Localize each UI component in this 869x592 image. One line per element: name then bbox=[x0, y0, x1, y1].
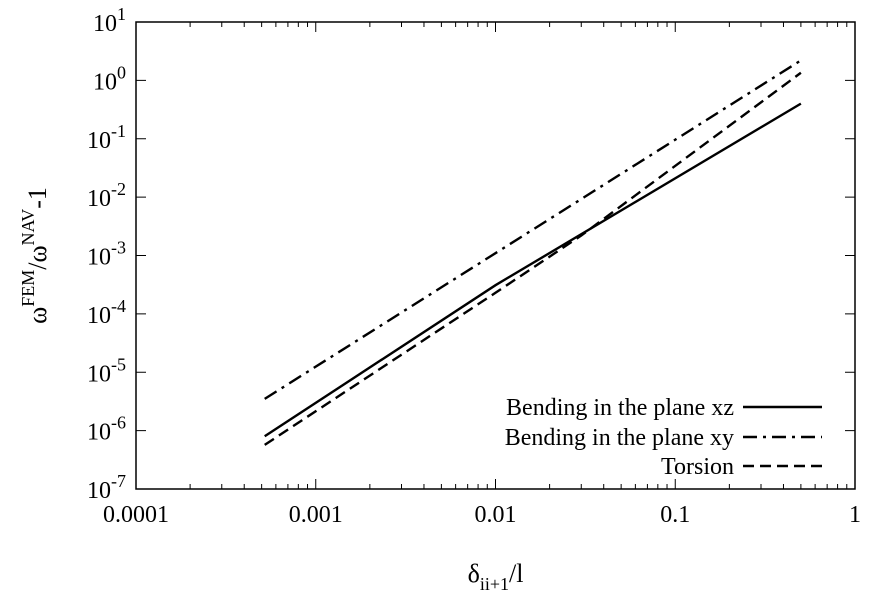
y-tick-label: 10-6 bbox=[87, 413, 126, 446]
axis-labels: δii+1/l ωFEM/ωNAV-1 bbox=[18, 187, 523, 592]
y-tick-label: 100 bbox=[93, 62, 126, 95]
y-tick-label: 10-5 bbox=[87, 354, 126, 387]
x-tick-label: 0.01 bbox=[475, 502, 517, 528]
series-line-1 bbox=[264, 102, 802, 438]
legend-label: Torsion bbox=[661, 454, 734, 480]
ticks-group: 0.0001 0.001 0.01 0.1 1 10-7 10-6 10-5 10-4 10-3 1… bbox=[87, 4, 861, 528]
plot-frame bbox=[135, 21, 856, 490]
legend-label: Bending in the plane xy bbox=[505, 425, 734, 451]
y-tick-label: 101 bbox=[93, 4, 126, 37]
x-tick-label: 0.0001 bbox=[103, 502, 169, 528]
legend: Bending in the plane xz Bending in the pl… bbox=[505, 395, 822, 480]
y-tick-label: 10-3 bbox=[87, 238, 126, 271]
y-axis-label: ωFEM/ωNAV-1 bbox=[18, 187, 52, 324]
legend-label: Bending in the plane xz bbox=[506, 395, 734, 421]
x-axis-label: δii+1/l bbox=[468, 559, 524, 592]
plot-frame-group bbox=[135, 21, 856, 490]
series-group bbox=[264, 59, 802, 446]
y-tick-label: 10-2 bbox=[87, 179, 126, 212]
series-line-3 bbox=[264, 71, 802, 446]
x-tick-label: 1 bbox=[849, 502, 861, 528]
x-tick-label: 0.1 bbox=[660, 502, 690, 528]
y-tick-label: 10-4 bbox=[87, 296, 126, 329]
x-tick-label: 0.001 bbox=[289, 502, 343, 528]
y-tick-label: 10-1 bbox=[87, 121, 126, 154]
y-tick-label: 10-7 bbox=[87, 471, 126, 504]
series-line-2 bbox=[264, 59, 802, 400]
